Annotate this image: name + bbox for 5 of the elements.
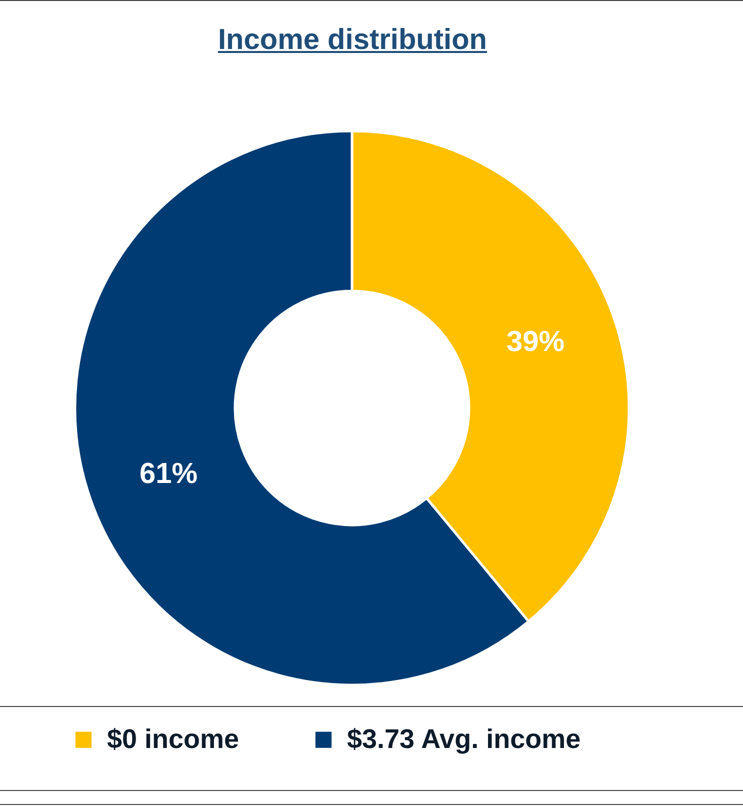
legend-label: $3.73 Avg. income [347, 724, 581, 754]
data-label: 39% [506, 326, 565, 358]
legend-label: $0 income [107, 724, 240, 754]
data-label: 61% [140, 458, 198, 490]
chart-title: Income distribution [216, 24, 488, 57]
